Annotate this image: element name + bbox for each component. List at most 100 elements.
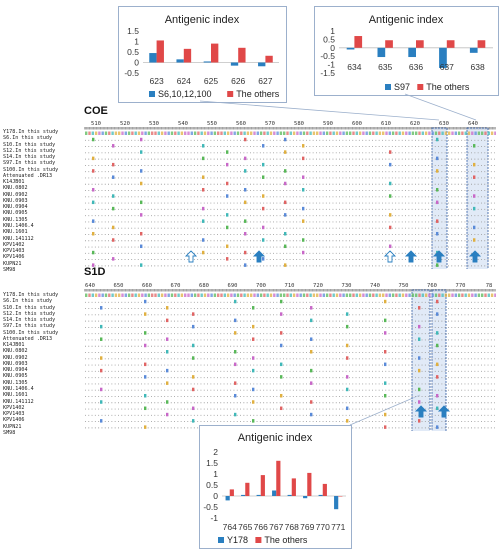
- reference-residue: [101, 293, 104, 297]
- mutation-mark: [166, 368, 169, 373]
- chart-title: Antigenic index: [165, 14, 240, 26]
- reference-residue: [213, 293, 217, 297]
- reference-residue: [253, 131, 256, 135]
- mutation-mark: [436, 299, 439, 304]
- reference-residue: [190, 131, 193, 135]
- mutation-mark: [418, 324, 421, 329]
- strain-name: KUPN21: [3, 423, 22, 430]
- bar-series2: [183, 48, 192, 63]
- bar-series2: [156, 40, 164, 63]
- reference-residue: [256, 131, 259, 135]
- filled-arrow-shape: [432, 250, 446, 263]
- reference-residue: [296, 131, 299, 135]
- mutation-mark: [202, 219, 205, 223]
- reference-residue: [289, 131, 292, 135]
- reference-residue: [302, 131, 306, 135]
- legend-label: The others: [236, 89, 280, 99]
- mutation-mark: [144, 312, 147, 316]
- mutation-mark: [144, 299, 147, 304]
- mutation-mark: [310, 337, 313, 341]
- reference-residue: [160, 131, 164, 135]
- mutation-mark: [310, 381, 313, 385]
- strain-name: KNU.0903: [3, 197, 28, 204]
- mutation-mark: [226, 162, 229, 167]
- x-tick-label: 626: [231, 76, 245, 86]
- mutation-mark: [280, 312, 283, 316]
- coe-strain-names: Y178.In this study S6.In this study S10.In…: [3, 129, 85, 273]
- mutation-mark: [384, 331, 387, 335]
- mutation-mark: [140, 150, 143, 154]
- mutation-mark: [284, 169, 287, 173]
- mutation-mark: [284, 244, 287, 249]
- x-tick-label: 624: [177, 76, 191, 86]
- chart-title: Antigenic index: [238, 432, 313, 444]
- mutation-mark: [473, 175, 476, 179]
- reference-residue: [481, 131, 484, 135]
- mutation-mark: [310, 400, 313, 404]
- ruler-label: 690: [228, 283, 238, 289]
- reference-residue: [467, 131, 471, 135]
- reference-residue: [269, 293, 273, 297]
- reference-residue: [118, 131, 121, 135]
- mutation-mark: [473, 162, 476, 167]
- reference-residue: [395, 293, 398, 297]
- reference-residue: [349, 131, 352, 135]
- bar-series1: [287, 494, 292, 496]
- y-tick-label: 1: [134, 37, 139, 47]
- s1d-section-label: S1D: [84, 266, 106, 278]
- reference-residue: [250, 131, 253, 135]
- y-tick-label: 1: [213, 469, 218, 479]
- reference-residue: [243, 293, 246, 297]
- reference-residue: [236, 131, 240, 135]
- reference-residue: [471, 293, 474, 297]
- strain-name: Y178.In this study: [3, 292, 59, 298]
- mutation-mark: [192, 387, 195, 392]
- reference-residue: [187, 131, 190, 135]
- reference-residue: [184, 293, 187, 297]
- reference-residue: [322, 131, 325, 135]
- ruler-label: 550: [207, 121, 217, 127]
- ruler-label: 720: [313, 283, 323, 289]
- reference-residue: [382, 293, 385, 297]
- reference-residue: [289, 293, 292, 297]
- reference-residue: [266, 131, 269, 135]
- reference-residue: [233, 293, 236, 297]
- mutation-mark: [140, 169, 143, 173]
- mutation-mark: [112, 225, 115, 230]
- strain-name: KNU.1305: [3, 379, 28, 386]
- mutation-mark: [226, 213, 229, 217]
- coe-section-label: COE: [84, 105, 108, 117]
- reference-residue: [111, 293, 114, 297]
- mutation-mark: [166, 381, 169, 385]
- strain-name: KNU.141112: [3, 235, 34, 242]
- filled-arrow-up: [404, 250, 418, 263]
- connector-line-right: [404, 93, 477, 121]
- reference-residue: [91, 293, 94, 297]
- bar-series1: [439, 47, 447, 68]
- reference-residue: [160, 293, 164, 297]
- strain-name: S97.In this study: [3, 323, 56, 330]
- mutation-mark: [389, 162, 392, 167]
- mutation-mark: [436, 312, 439, 316]
- reference-residue: [299, 131, 302, 135]
- reference-residue: [266, 293, 269, 297]
- ruler-label: 630: [439, 121, 449, 127]
- x-tick-label: 634: [347, 62, 361, 72]
- mutation-mark: [346, 343, 349, 348]
- bar-series1: [377, 47, 386, 58]
- mutation-mark: [473, 225, 476, 230]
- filled-arrow-shape: [404, 250, 418, 263]
- reference-residue: [424, 293, 428, 297]
- reference-residue: [144, 131, 147, 135]
- ruler-label: 620: [410, 121, 420, 127]
- reference-residue: [240, 131, 243, 135]
- reference-residue: [91, 131, 94, 135]
- reference-residue: [424, 131, 428, 135]
- reference-residue: [170, 293, 174, 297]
- ruler-label: 700: [256, 283, 266, 289]
- strain-name: S14.In this study: [3, 317, 56, 324]
- x-tick-label: 771: [331, 522, 345, 532]
- mutation-mark: [166, 337, 169, 341]
- mutation-mark: [280, 406, 283, 411]
- reference-residue: [378, 131, 382, 135]
